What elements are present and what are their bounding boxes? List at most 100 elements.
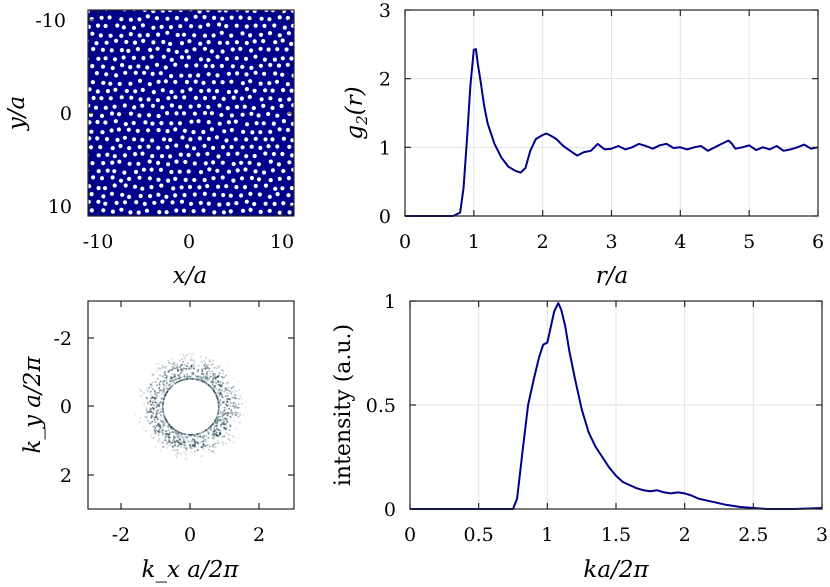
intensity-speckle	[165, 433, 167, 435]
intensity-speckle	[165, 393, 167, 395]
particle-point	[120, 63, 125, 68]
intensity-speckle	[167, 388, 170, 391]
particle-point	[123, 70, 128, 75]
particle-point	[108, 33, 113, 38]
intensity-speckle	[171, 385, 173, 388]
particle-point	[115, 137, 120, 142]
intensity-speckle	[158, 405, 161, 408]
particle-point	[126, 127, 131, 132]
intensity-speckle	[178, 377, 180, 380]
particle-point	[193, 79, 198, 84]
particle-point	[150, 138, 155, 143]
particle-point	[202, 33, 208, 38]
intensity-speckle	[150, 394, 153, 397]
intensity-speckle	[158, 392, 161, 394]
intensity-speckle	[180, 432, 182, 434]
intensity-speckle	[176, 430, 179, 433]
particle-point	[248, 79, 253, 84]
intensity-speckle	[145, 396, 148, 399]
particle-point	[80, 130, 84, 134]
intensity-speckle	[212, 373, 214, 375]
intensity-speckle	[179, 380, 181, 382]
intensity-speckle	[160, 397, 163, 399]
particle-point	[119, 207, 124, 212]
g2-grid	[405, 10, 818, 216]
particle-point	[244, 122, 250, 127]
particle-point	[119, 17, 124, 22]
particle-point	[138, 193, 143, 199]
particle-point	[317, 170, 321, 174]
particle-point	[301, 202, 305, 206]
intensity-speckle	[198, 379, 200, 381]
intensity-speckle	[158, 405, 160, 407]
intensity-speckle	[227, 381, 229, 384]
particle-point	[203, 63, 208, 69]
intensity-speckle	[146, 409, 148, 412]
particle-point	[197, 136, 202, 141]
x-tick-label: 1	[541, 524, 553, 546]
particle-point	[205, 151, 210, 156]
intensity-speckle	[150, 410, 152, 412]
intensity-speckle	[176, 368, 179, 371]
intensity-speckle	[215, 433, 217, 436]
x-tick-label: 3	[605, 231, 617, 253]
intensity-speckle	[244, 407, 247, 409]
particle-point	[150, 71, 155, 76]
particle-point	[273, 40, 278, 45]
intensity-speckle	[211, 424, 213, 426]
particle-point	[174, 15, 179, 21]
particle-point	[321, 96, 325, 100]
intensity-speckle	[156, 363, 158, 365]
particle-point	[156, 192, 161, 197]
intensity-speckle	[182, 361, 184, 363]
intensity-speckle	[166, 391, 168, 393]
intensity-speckle	[211, 424, 214, 426]
reciprocal-space-background	[88, 301, 294, 509]
intensity-speckle	[185, 376, 187, 379]
intensity-speckle	[163, 398, 165, 401]
reciprocal-xtick: -2	[112, 524, 131, 546]
intensity-speckle	[146, 403, 149, 405]
particle-point	[211, 80, 216, 85]
intensity-speckle	[232, 396, 235, 399]
intensity-speckle	[217, 374, 220, 377]
intensity-speckle	[177, 433, 179, 436]
particle-point	[277, 176, 282, 181]
intensity-speckle	[235, 414, 237, 416]
particle-point	[99, 176, 105, 181]
particle-point	[216, 184, 221, 189]
intensity-speckle	[194, 441, 196, 444]
particle-point	[249, 48, 254, 53]
intensity-speckle	[157, 430, 160, 433]
intensity-speckle	[164, 418, 167, 420]
particle-point	[157, 210, 162, 215]
particle-point	[241, 129, 246, 134]
intensity-speckle	[172, 428, 174, 430]
particle-point	[230, 47, 235, 52]
particle-point	[206, 40, 211, 45]
intensity-speckle	[201, 380, 204, 383]
particle-point	[262, 23, 267, 28]
particle-point	[140, 151, 145, 156]
intensity-speckle	[187, 378, 189, 380]
intensity-speckle	[208, 427, 210, 429]
particle-point	[221, 210, 226, 215]
intensity-speckle	[182, 439, 185, 441]
particle-point	[214, 135, 219, 140]
intensity-speckle	[147, 421, 149, 424]
intensity-speckle	[217, 413, 220, 415]
intensity-speckle	[223, 417, 226, 419]
intensity-speckle	[182, 437, 185, 439]
intensity-speckle	[208, 448, 210, 451]
particle-point	[259, 97, 264, 102]
particle-point	[313, 177, 317, 181]
particle-point	[197, 10, 202, 14]
intensity-speckle	[172, 375, 175, 378]
particle-point	[199, 88, 204, 94]
intensity-speckle	[177, 370, 179, 372]
intensity-speckle	[162, 401, 164, 403]
intensity-speckle	[153, 429, 156, 432]
intensity-speckle	[173, 440, 175, 443]
intensity-speckle	[226, 364, 229, 366]
particle-point	[174, 159, 179, 164]
